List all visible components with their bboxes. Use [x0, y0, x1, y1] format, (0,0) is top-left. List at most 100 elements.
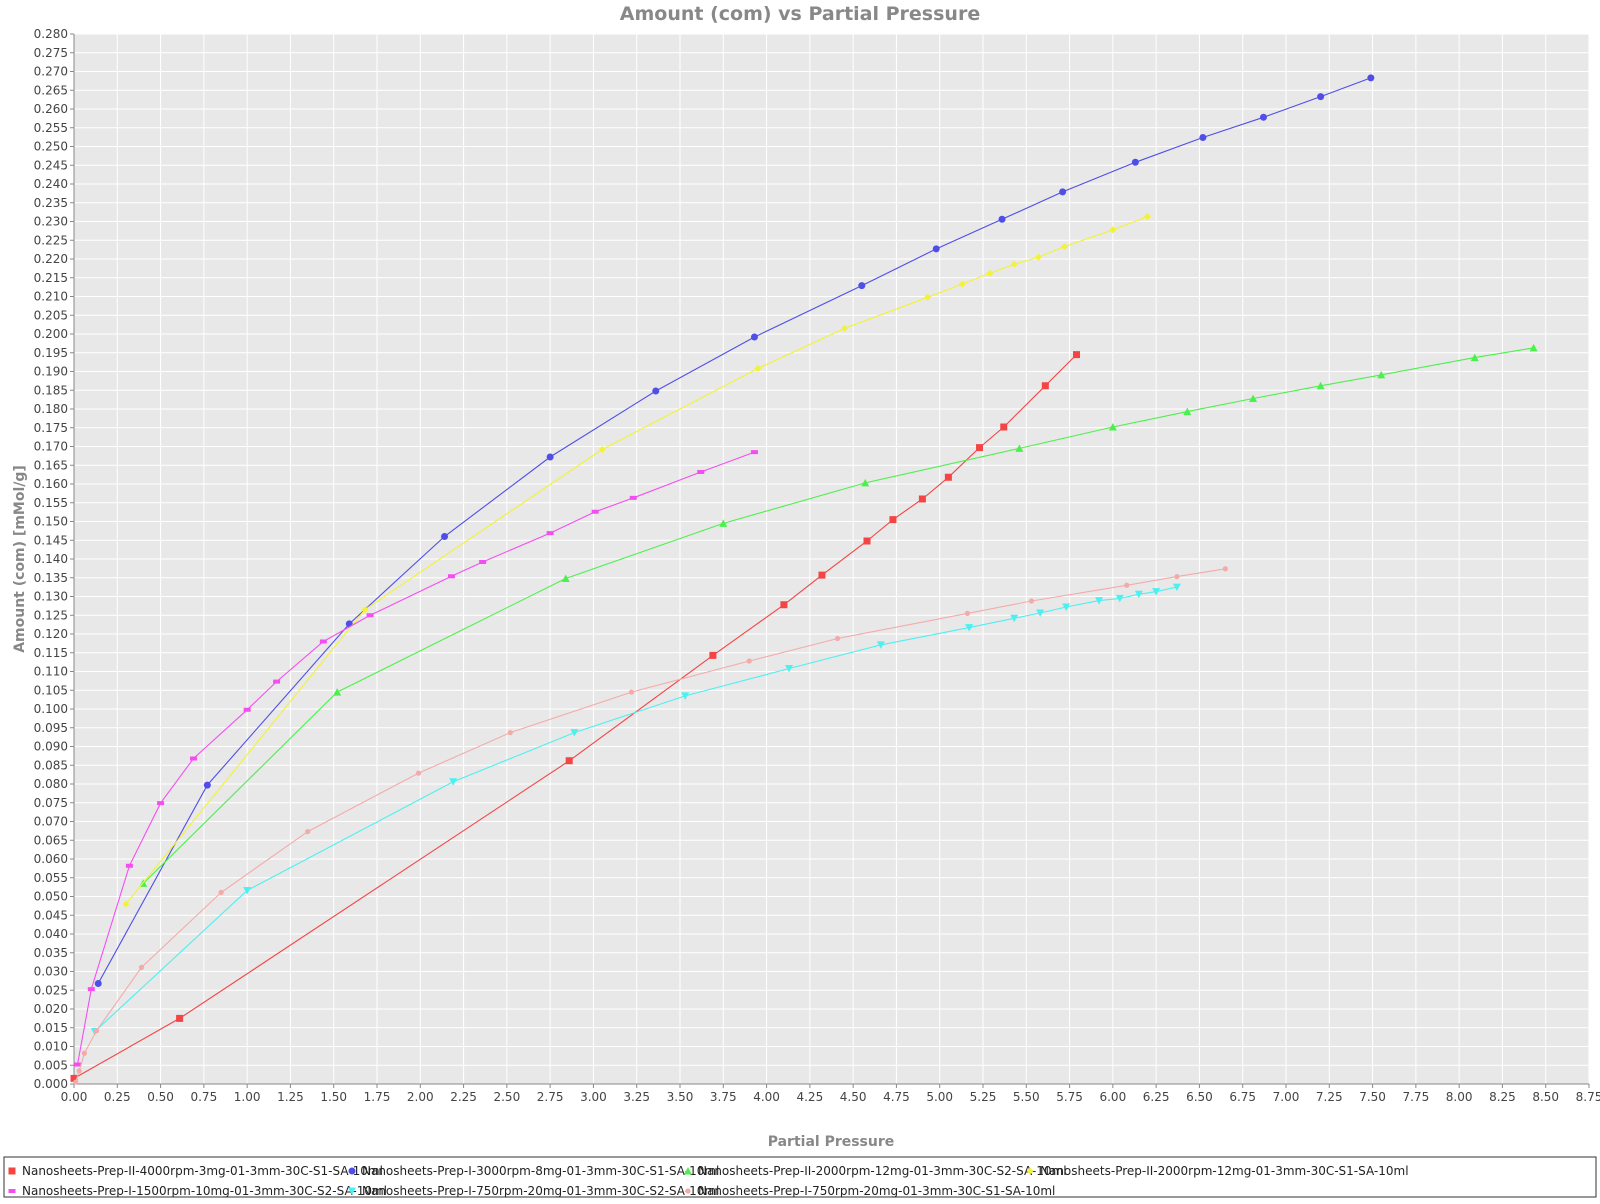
- data-point: [1222, 566, 1228, 572]
- y-tick-label: 0.195: [34, 346, 68, 360]
- data-point: [273, 679, 281, 684]
- y-tick-label: 0.090: [34, 740, 68, 754]
- data-point: [1059, 188, 1067, 196]
- data-point: [570, 729, 579, 737]
- data-point: [1060, 243, 1068, 251]
- x-tick-label: 7.75: [1402, 1090, 1429, 1104]
- y-tick-label: 0.160: [34, 477, 68, 491]
- data-point: [1015, 444, 1024, 452]
- x-tick-label: 3.00: [580, 1090, 607, 1104]
- data-point: [565, 757, 573, 765]
- y-tick-label: 0.265: [34, 83, 68, 97]
- x-tick-label: 3.75: [710, 1090, 737, 1104]
- data-point: [1249, 394, 1258, 402]
- data-point: [176, 1014, 184, 1022]
- y-tick-label: 0.075: [34, 796, 68, 810]
- y-tick-label: 0.255: [34, 121, 68, 135]
- y-tick-label: 0.275: [34, 46, 68, 60]
- y-tick-label: 0.040: [34, 927, 68, 941]
- data-point: [546, 531, 554, 536]
- y-tick-label: 0.065: [34, 833, 68, 847]
- y-tick-label: 0.120: [34, 627, 68, 641]
- x-tick-label: 5.00: [926, 1090, 953, 1104]
- data-point: [719, 519, 728, 527]
- x-tick-label: 4.75: [883, 1090, 910, 1104]
- y-tick-label: 0.060: [34, 852, 68, 866]
- data-point: [1172, 583, 1181, 592]
- y-tick-label: 0.085: [34, 758, 68, 772]
- y-tick-label: 0.140: [34, 552, 68, 566]
- chart-title: Amount (com) vs Partial Pressure: [620, 3, 980, 25]
- data-point: [1036, 609, 1045, 617]
- legend-marker: [8, 1189, 16, 1193]
- legend-label: Nanosheets-Prep-I-750rpm-20mg-01-3mm-30C…: [362, 1184, 719, 1198]
- grid-lines: [73, 33, 1590, 1085]
- data-point: [243, 707, 251, 712]
- data-point: [415, 770, 422, 776]
- data-point: [1152, 588, 1161, 596]
- x-tick-label: 3.50: [667, 1090, 694, 1104]
- legend-item: Nanosheets-Prep-II-2000rpm-12mg-01-3mm-3…: [1026, 1164, 1409, 1178]
- data-point: [1010, 614, 1019, 623]
- x-tick-label: 3.25: [623, 1090, 650, 1104]
- y-tick-label: 0.005: [34, 1058, 68, 1072]
- legend-item: Nanosheets-Prep-I-3000rpm-8mg-01-3mm-30C…: [348, 1164, 719, 1178]
- data-point: [138, 964, 145, 970]
- data-point: [750, 450, 758, 455]
- y-tick-label: 0.000: [34, 1077, 68, 1091]
- data-point: [1143, 213, 1151, 221]
- data-point: [697, 470, 705, 474]
- legend-marker: [8, 1167, 16, 1175]
- data-point: [628, 689, 635, 695]
- legend-marker: [684, 1167, 692, 1175]
- data-point: [76, 1068, 82, 1074]
- x-tick-label: 4.25: [796, 1090, 823, 1104]
- data-point: [1072, 351, 1080, 359]
- y-tick-label: 0.150: [34, 515, 68, 529]
- data-point: [750, 333, 758, 341]
- series-3: [139, 343, 1538, 887]
- data-point: [73, 1062, 81, 1067]
- y-tick-label: 0.225: [34, 233, 68, 247]
- y-tick-label: 0.245: [34, 158, 68, 172]
- x-tick-label: 8.25: [1489, 1090, 1516, 1104]
- data-point: [1134, 590, 1143, 599]
- data-point: [840, 324, 848, 332]
- y-tick-label: 0.270: [34, 65, 68, 79]
- series-line: [73, 354, 1077, 1079]
- x-tick-label: 6.75: [1229, 1090, 1256, 1104]
- data-point: [834, 635, 841, 642]
- data-point: [546, 453, 554, 461]
- y-tick-label: 0.210: [34, 290, 68, 304]
- legend-label: Nanosheets-Prep-II-4000rpm-3mg-01-3mm-30…: [22, 1164, 383, 1178]
- data-point: [1131, 158, 1139, 166]
- y-tick-label: 0.235: [34, 196, 68, 210]
- data-point: [861, 478, 870, 487]
- y-tick-label: 0.205: [34, 308, 68, 322]
- x-tick-label: 1.75: [364, 1090, 391, 1104]
- series-5: [73, 450, 758, 1067]
- data-point: [319, 639, 327, 644]
- data-point: [709, 651, 717, 659]
- series-line: [94, 586, 1178, 1032]
- data-point: [818, 571, 826, 579]
- legend-label: Nanosheets-Prep-I-3000rpm-8mg-01-3mm-30C…: [362, 1164, 719, 1178]
- series-7: [73, 566, 1228, 1085]
- data-point: [157, 801, 165, 806]
- y-tick-label: 0.130: [34, 590, 68, 604]
- legend: Nanosheets-Prep-II-4000rpm-3mg-01-3mm-30…: [8, 1164, 1409, 1198]
- data-point: [1109, 226, 1117, 234]
- y-tick-label: 0.185: [34, 383, 68, 397]
- data-point: [681, 692, 690, 700]
- series-4: [122, 213, 1151, 908]
- x-tick-label: 7.50: [1359, 1090, 1386, 1104]
- x-tick-label: 6.25: [1143, 1090, 1170, 1104]
- y-tick-label: 0.030: [34, 965, 68, 979]
- x-tick-label: 2.50: [493, 1090, 520, 1104]
- data-point: [1259, 113, 1267, 121]
- y-tick-label: 0.100: [34, 702, 68, 716]
- x-tick-label: 8.75: [1576, 1090, 1600, 1104]
- y-tick-label: 0.220: [34, 252, 68, 266]
- data-point: [361, 606, 369, 614]
